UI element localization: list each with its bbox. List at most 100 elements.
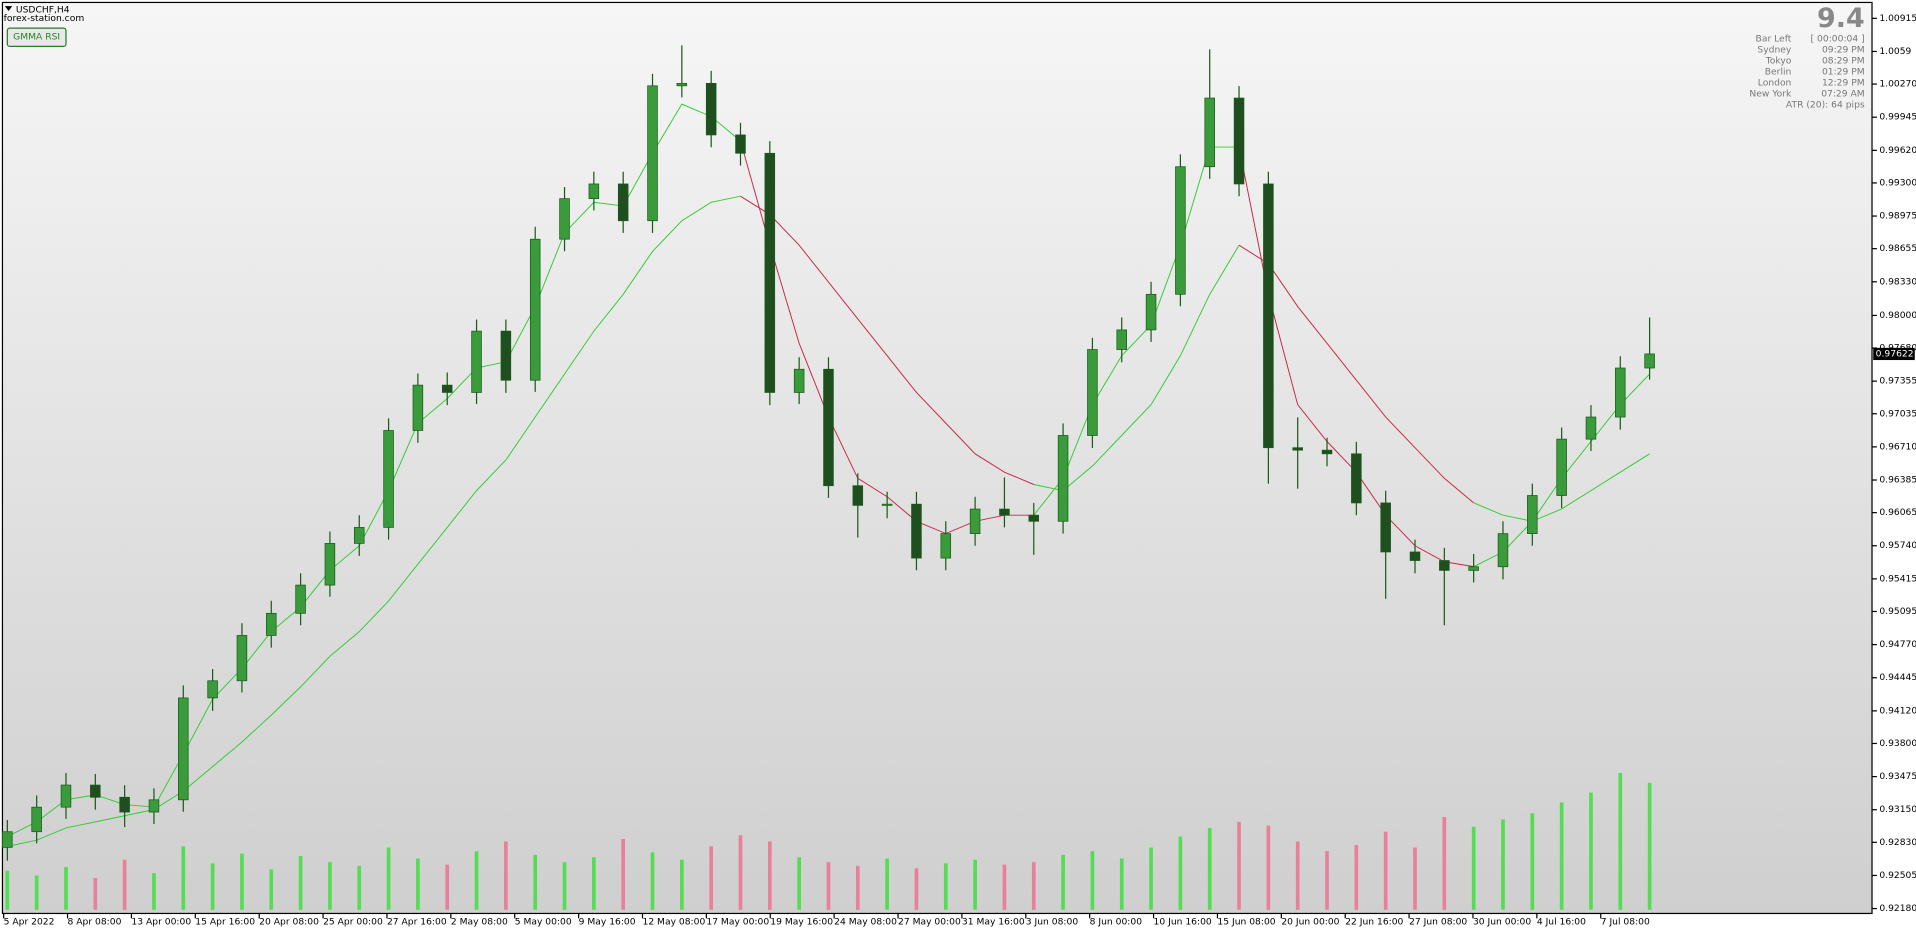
volume-bar bbox=[1266, 825, 1271, 910]
candle-body bbox=[1057, 435, 1069, 522]
x-tick-label: 5 Apr 2022 bbox=[4, 917, 55, 928]
volume-bar bbox=[1501, 819, 1505, 910]
candle-body bbox=[735, 134, 746, 154]
candle-body bbox=[1292, 447, 1303, 451]
info-panel: 9.4 Bar Left [ 00:00:04 ] ATR (20): 64 p… bbox=[1749, 3, 1864, 110]
session-city: New York bbox=[1749, 89, 1792, 100]
candle-body bbox=[793, 368, 805, 393]
candle-body bbox=[295, 584, 306, 614]
y-tick-label: 0.93475 bbox=[1879, 771, 1916, 782]
candle-body bbox=[178, 697, 189, 801]
volume-bar bbox=[1413, 847, 1417, 910]
x-tick-label: 20 Jun 00:00 bbox=[1281, 917, 1339, 928]
volume-bar bbox=[504, 841, 508, 910]
candle-body bbox=[471, 330, 482, 393]
button-frame[interactable] bbox=[6, 27, 67, 48]
x-tick-label: 8 Apr 08:00 bbox=[68, 917, 122, 928]
volume-bar bbox=[1002, 864, 1007, 910]
volume-bar bbox=[122, 859, 127, 910]
volume-bar bbox=[533, 854, 538, 910]
session-city: London bbox=[1758, 78, 1792, 89]
candle-body bbox=[940, 533, 952, 559]
x-tick-label: 5 May 00:00 bbox=[515, 917, 572, 928]
session-time: 09:29 PM bbox=[1822, 45, 1865, 56]
x-tick-label: 4 Jul 16:00 bbox=[1537, 917, 1586, 928]
candle-body bbox=[266, 612, 277, 636]
candle-body bbox=[1468, 566, 1479, 571]
candle-body bbox=[1116, 329, 1127, 350]
candle-body bbox=[90, 784, 101, 798]
candle-body bbox=[236, 635, 248, 682]
y-tick-label: 0.92830 bbox=[1879, 837, 1916, 848]
candle-body bbox=[1204, 97, 1215, 168]
volume-bar bbox=[1119, 858, 1124, 910]
y-tick-label: 1.0059 bbox=[1879, 46, 1911, 57]
symbol: USDCHF,H4 bbox=[16, 4, 70, 15]
candle-body bbox=[500, 330, 512, 381]
volume-bar bbox=[1471, 826, 1476, 910]
menu-arrow bbox=[4, 6, 13, 11]
y-tick-label: 0.98000 bbox=[1879, 310, 1916, 321]
y-tick-label: 0.92505 bbox=[1879, 870, 1916, 881]
candle-body bbox=[911, 503, 922, 559]
candle-body bbox=[1233, 97, 1245, 185]
gmma-rsi-button[interactable]: GMMA RSI bbox=[6, 27, 67, 48]
volume-bar bbox=[445, 864, 450, 910]
x-tick-label: 27 Jun 08:00 bbox=[1409, 917, 1467, 928]
volume-bar bbox=[1237, 821, 1241, 910]
volume-bar bbox=[1559, 802, 1564, 910]
volume-bar bbox=[386, 847, 391, 910]
volume-bar bbox=[240, 853, 244, 910]
volume-bar bbox=[1295, 841, 1300, 910]
volume-bar bbox=[1061, 854, 1065, 910]
price-label: 0.97622 bbox=[1876, 348, 1914, 359]
candle-body bbox=[441, 384, 453, 393]
y-tick-label: 0.95740 bbox=[1879, 540, 1916, 551]
y-tick-label: 0.99945 bbox=[1879, 112, 1916, 123]
x-tick-label: 10 Jun 16:00 bbox=[1154, 917, 1212, 928]
volume-bar bbox=[592, 857, 596, 910]
candle-body bbox=[1527, 495, 1538, 534]
gmma-line bbox=[740, 195, 1474, 504]
volume-bar bbox=[621, 838, 626, 910]
session-city: Berlin bbox=[1765, 67, 1792, 78]
volume-bar bbox=[152, 873, 156, 910]
candle-body bbox=[1497, 533, 1509, 568]
volume-bar bbox=[885, 858, 889, 910]
volume-bar bbox=[797, 857, 801, 910]
spread: 9.4 bbox=[1817, 3, 1865, 34]
volume-bar bbox=[855, 865, 860, 910]
x-tick-label: 9 May 16:00 bbox=[579, 917, 636, 928]
volume-bar bbox=[1530, 813, 1535, 910]
x-tick-label: 17 May 00:00 bbox=[706, 917, 769, 928]
y-tick-label: 0.98975 bbox=[1879, 211, 1916, 222]
session-time: 07:29 AM bbox=[1821, 89, 1864, 100]
candle-body bbox=[617, 183, 629, 222]
y-tick-label: 0.94770 bbox=[1879, 639, 1916, 650]
y-tick-label: 0.98655 bbox=[1879, 243, 1916, 254]
candle-body bbox=[353, 527, 365, 544]
volume-bar bbox=[1589, 792, 1593, 910]
candle-body bbox=[705, 82, 717, 136]
volume-bar bbox=[1178, 836, 1183, 910]
session-time: 08:29 PM bbox=[1822, 56, 1865, 67]
candle-body bbox=[207, 680, 218, 699]
volume-bar bbox=[943, 863, 948, 910]
candle-body bbox=[1263, 183, 1274, 449]
candle-body bbox=[1585, 416, 1597, 440]
atr: ATR (20): 64 pips bbox=[1786, 100, 1865, 111]
candle-body bbox=[588, 183, 600, 199]
volume-bar bbox=[914, 868, 919, 910]
candle-body bbox=[1145, 293, 1157, 331]
candle-body bbox=[529, 238, 541, 381]
candle-body bbox=[969, 508, 981, 534]
y-tick-label: 0.93150 bbox=[1879, 804, 1916, 815]
candle-body bbox=[2, 831, 13, 848]
volume-bar bbox=[34, 875, 39, 910]
candle-body bbox=[148, 799, 160, 813]
volume-bar bbox=[767, 841, 772, 910]
x-tick-label: 7 Jul 08:00 bbox=[1601, 917, 1650, 928]
volume-bar bbox=[1207, 827, 1212, 910]
button-label[interactable]: GMMA RSI bbox=[13, 32, 60, 43]
